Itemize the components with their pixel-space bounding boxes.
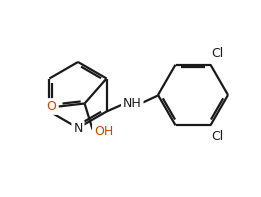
- Text: N: N: [73, 122, 83, 135]
- Text: Cl: Cl: [211, 130, 223, 143]
- Text: O: O: [47, 100, 57, 113]
- Text: OH: OH: [94, 125, 113, 138]
- Text: Cl: Cl: [211, 47, 223, 60]
- Text: NH: NH: [123, 97, 142, 110]
